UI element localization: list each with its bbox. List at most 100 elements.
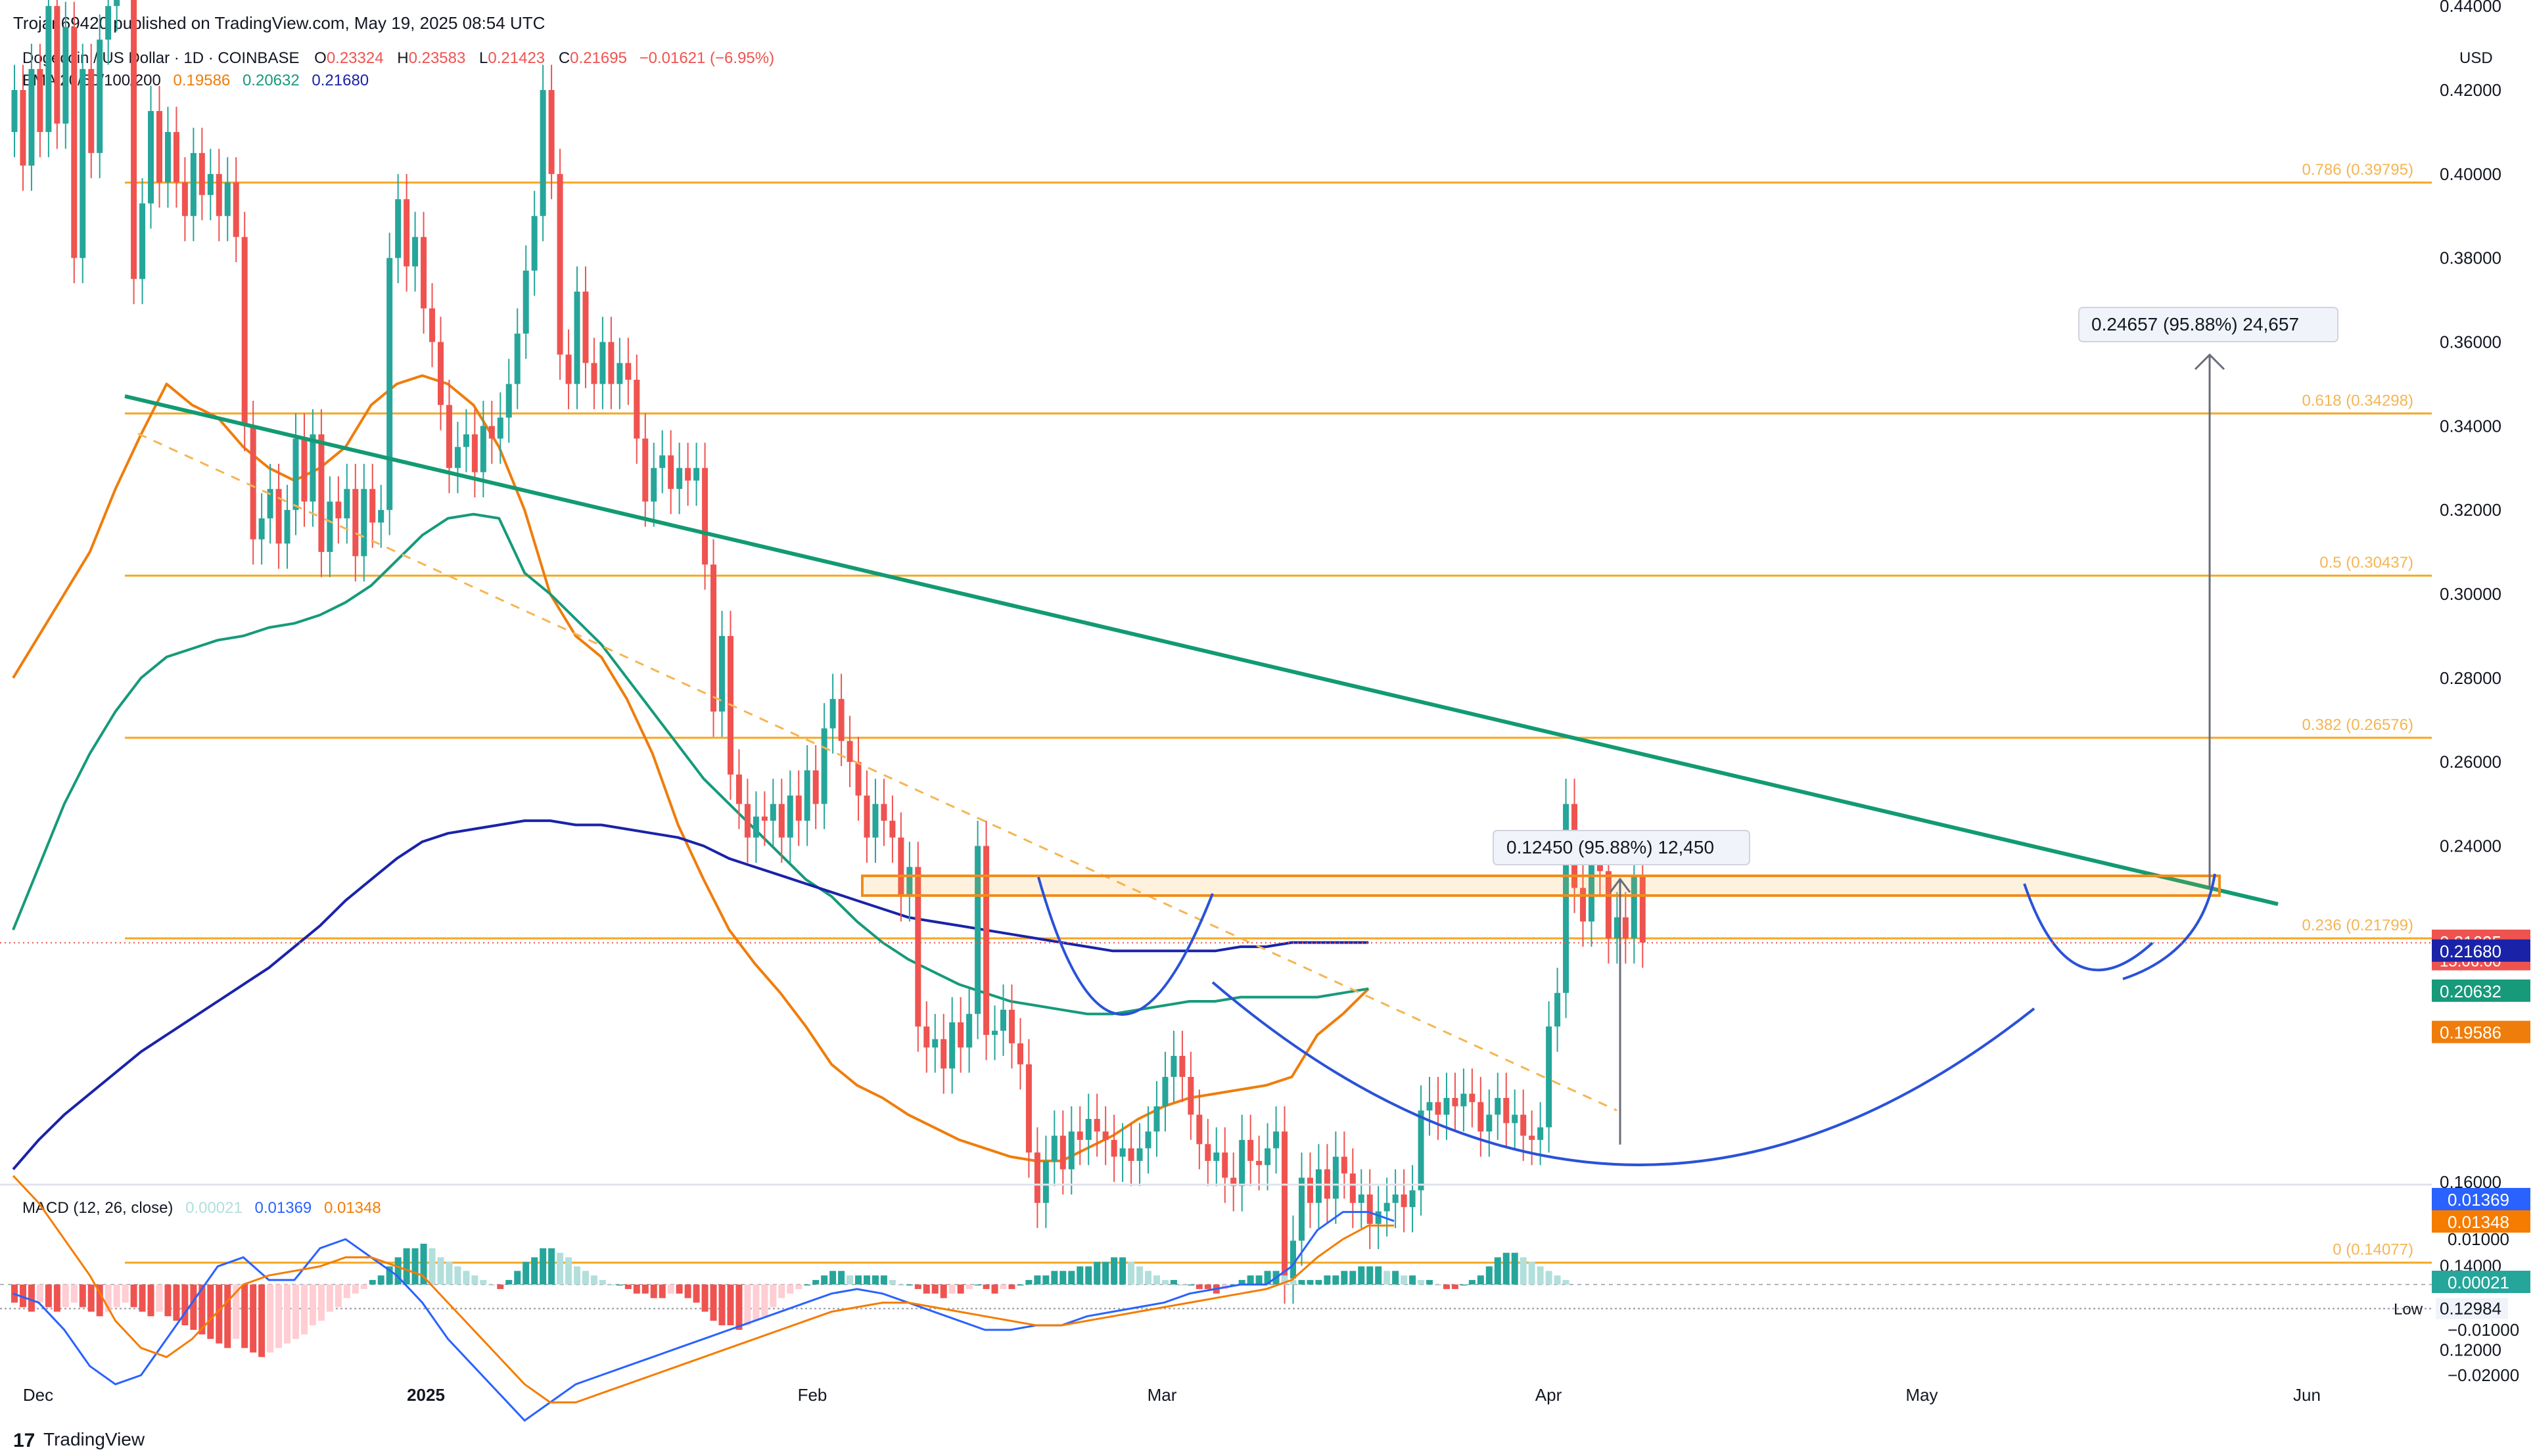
macd-hist-bar xyxy=(1434,1285,1441,1286)
candle-body xyxy=(1495,1098,1501,1115)
macd-title: MACD (12, 26, close) xyxy=(22,1199,173,1217)
candle-body xyxy=(735,774,742,804)
candle-body xyxy=(565,354,572,384)
currency-label[interactable]: USD xyxy=(2459,49,2493,67)
macd-hist-bar xyxy=(326,1285,333,1312)
macd-hist-bar xyxy=(1358,1266,1365,1285)
macd-hist-bar xyxy=(437,1257,444,1285)
candle-body xyxy=(1332,1156,1339,1199)
macd-value-box xyxy=(2432,1210,2530,1233)
macd-hist-bar xyxy=(770,1285,777,1308)
candle-body xyxy=(301,438,308,502)
candle-body xyxy=(898,837,904,897)
ohlc-key-l: L xyxy=(479,49,488,67)
macd-hist-bar xyxy=(514,1271,521,1285)
candle-body xyxy=(1171,1056,1177,1078)
candle-body xyxy=(1358,1194,1364,1203)
macd-hist-bar xyxy=(1341,1271,1348,1285)
low-value: 0.12984 xyxy=(2440,1299,2501,1319)
macd-hist-bar xyxy=(454,1266,461,1285)
candle-body xyxy=(369,489,376,523)
candle-body xyxy=(386,258,393,511)
macd-hist-bar xyxy=(812,1280,820,1285)
macd-hist-bar xyxy=(1238,1280,1245,1285)
candle-body xyxy=(1077,1131,1083,1140)
candle-body xyxy=(454,447,461,468)
candle-body xyxy=(1537,1127,1544,1140)
macd-legend[interactable]: MACD (12, 26, close) 0.00021 0.01369 0.0… xyxy=(22,1199,381,1217)
time-tick-label: Jun xyxy=(2293,1385,2321,1405)
candle-body xyxy=(1596,863,1603,871)
macd-hist-bar xyxy=(1298,1280,1305,1285)
candle-body xyxy=(292,438,299,511)
candle-body xyxy=(983,846,990,1035)
candle-body xyxy=(404,199,410,267)
macd-hist-bar xyxy=(582,1271,589,1285)
candle-body xyxy=(1008,1009,1015,1043)
candle-body xyxy=(1025,1064,1032,1153)
candle-body xyxy=(1477,1102,1484,1132)
candle-body xyxy=(574,291,580,384)
candle-body xyxy=(1383,1202,1390,1212)
macd-hist-bar xyxy=(394,1257,402,1285)
macd-hist-bar xyxy=(1502,1252,1510,1285)
macd-hist-bar xyxy=(565,1257,572,1285)
candle-body xyxy=(872,804,879,838)
dashed-trend-guide xyxy=(137,432,1617,1112)
ema-price-box xyxy=(2432,939,2530,962)
macd-hist-bar xyxy=(198,1285,206,1334)
macd-hist-bar xyxy=(923,1285,930,1294)
macd-hist-bar xyxy=(352,1285,359,1294)
macd-hist-bar xyxy=(207,1285,214,1339)
candle-body xyxy=(1068,1131,1075,1170)
macd-line-value: 0.01369 xyxy=(255,1199,312,1217)
candle-body xyxy=(923,1026,930,1048)
candle-body xyxy=(1153,1106,1160,1132)
candle-body xyxy=(676,468,683,489)
macd-hist-bar xyxy=(1094,1262,1101,1285)
candle-body xyxy=(523,270,529,334)
time-axis[interactable]: Dec 2025 Feb Mar Apr May Jun xyxy=(23,1385,2321,1405)
ema-price-value: 0.19586 xyxy=(2440,1023,2501,1043)
macd-hist-bar xyxy=(650,1285,657,1298)
macd-hist-bar xyxy=(105,1285,112,1312)
candle-body xyxy=(1179,1056,1186,1078)
published-line: Trojan69420 published on TradingView.com… xyxy=(13,13,545,33)
macd-hist-bar xyxy=(1554,1275,1561,1285)
macd-hist-bar xyxy=(130,1285,137,1308)
candle-body xyxy=(148,110,154,204)
candle-body xyxy=(480,426,486,472)
macd-hist-bar xyxy=(914,1285,921,1289)
symbol-legend[interactable]: Dogecoin / US Dollar · 1D · COINBASE O0.… xyxy=(22,49,774,67)
candle-body xyxy=(1111,1139,1117,1157)
candle-body xyxy=(932,1039,939,1048)
macd-hist-bar xyxy=(889,1280,896,1285)
candle-body xyxy=(1085,1118,1092,1140)
candle-body xyxy=(344,489,350,518)
candle-body xyxy=(1307,1177,1313,1203)
macd-hist-bar xyxy=(1025,1280,1033,1285)
tv-logo-icon: 17 xyxy=(13,1430,35,1451)
macd-line xyxy=(12,1211,1395,1422)
macd-hist-bar xyxy=(1290,1280,1297,1285)
tradingview-logo[interactable]: 17 TradingView xyxy=(13,1429,145,1451)
macd-hist-bar xyxy=(855,1275,862,1285)
candle-body xyxy=(1222,1152,1228,1178)
candle-body xyxy=(744,804,751,838)
macd-hist-bar xyxy=(574,1266,581,1285)
macd-hist-bar xyxy=(1468,1280,1476,1285)
drawings[interactable]: 0.24657 (95.88%) 24,657 0.12450 (95.88%) … xyxy=(124,307,2338,1166)
candle-body xyxy=(207,173,214,195)
macd-hist-bar xyxy=(28,1285,35,1312)
macd-hist-bar xyxy=(403,1248,410,1285)
price-tick-label: 0.40000 xyxy=(2440,164,2501,184)
candle-body xyxy=(625,363,632,380)
ema-price-value: 0.21680 xyxy=(2440,942,2501,961)
macd-hist-bar xyxy=(471,1275,478,1285)
macd-hist-bar xyxy=(1161,1280,1169,1285)
candle-body xyxy=(258,518,265,539)
macd-hist-bar xyxy=(871,1275,879,1285)
macd-hist-bar xyxy=(548,1248,555,1285)
candle-body xyxy=(642,438,649,502)
candle-body xyxy=(37,69,43,132)
